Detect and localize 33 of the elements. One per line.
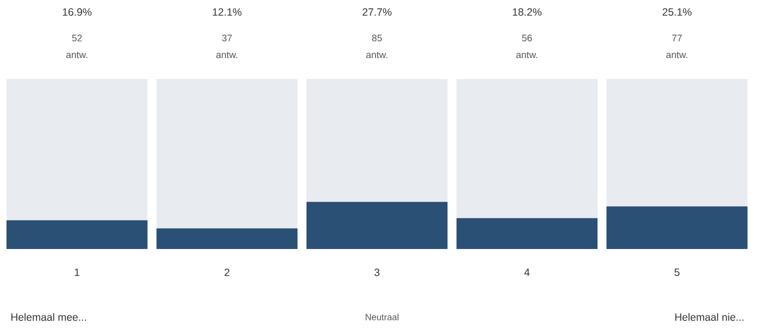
text: antw. [216,52,238,58]
data-label: 18.2% [512,8,542,16]
text: 56 [522,34,532,42]
bar [306,79,448,202]
x-tick-label: 5 [674,268,680,276]
text: 77 [672,34,682,42]
text: antw. [66,52,88,58]
data-label: 27.7% [362,8,392,16]
bar [6,220,148,249]
bar [306,202,448,249]
data-label: 12.1% [212,8,242,16]
bar [606,206,748,249]
text: antw. [366,52,388,58]
data-label: 25.1% [662,8,692,16]
x-tick-label: 4 [524,268,530,276]
bar [156,228,298,249]
text: 52 [72,34,82,42]
text: antw. [516,52,538,58]
text: Helemaal mee... [11,313,86,321]
bar [456,79,598,218]
bar [6,79,148,220]
x-tick-label: 1 [74,268,80,276]
text: Neutraal [366,314,398,320]
x-tick-label: 3 [374,268,380,276]
text: antw. [666,52,688,58]
text: Helemaal nie... [675,313,744,321]
data-label: 16.9% [62,8,92,16]
bar [456,218,598,249]
x-tick-label: 2 [224,268,230,276]
bar [156,79,298,228]
text: 85 [372,34,382,42]
text: 37 [222,34,232,42]
bar [606,79,748,206]
